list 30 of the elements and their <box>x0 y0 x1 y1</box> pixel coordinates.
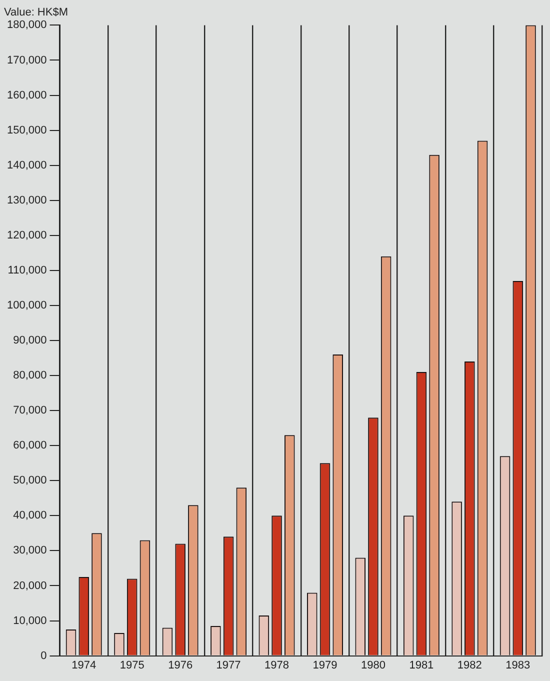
x-tick-label: 1978 <box>264 659 290 672</box>
y-axis-title: Value: HK$M <box>4 6 68 19</box>
x-tick-label: 1981 <box>409 659 434 672</box>
x-tick-label: 1977 <box>216 659 241 672</box>
y-tick-label: 150,000 <box>6 124 47 136</box>
x-tick-label: 1974 <box>72 659 96 672</box>
y-tick-label: 160,000 <box>6 89 47 102</box>
x-tick-label: 1980 <box>360 659 386 672</box>
y-tick-label: 100,000 <box>6 300 47 312</box>
y-tick-label: 80,000 <box>13 370 47 382</box>
y-tick-label: 50,000 <box>13 474 47 487</box>
y-tick-label: 70,000 <box>13 404 47 417</box>
y-tick-label: 170,000 <box>6 54 47 66</box>
y-tick-label: 180,000 <box>6 19 47 32</box>
x-tick-label: 1982 <box>457 659 482 672</box>
x-tick-label: 1976 <box>168 659 193 672</box>
x-tick-label: 1975 <box>120 659 144 672</box>
y-tick-label: 40,000 <box>13 510 47 522</box>
y-tick-label: 60,000 <box>13 440 47 452</box>
y-tick-label: 120,000 <box>6 229 47 242</box>
x-tick-label: 1979 <box>312 659 338 672</box>
y-tick-label: 90,000 <box>13 334 47 347</box>
x-tick-label: 1983 <box>506 659 530 672</box>
y-tick-label: 130,000 <box>6 194 47 206</box>
y-tick-label: 20,000 <box>13 580 47 592</box>
y-tick-label: 30,000 <box>13 544 47 557</box>
y-tick-label: 0 <box>40 650 47 662</box>
y-tick-label: 110,000 <box>8 264 47 276</box>
y-tick-label: 140,000 <box>6 159 47 172</box>
y-tick-label: 10,000 <box>13 614 47 627</box>
